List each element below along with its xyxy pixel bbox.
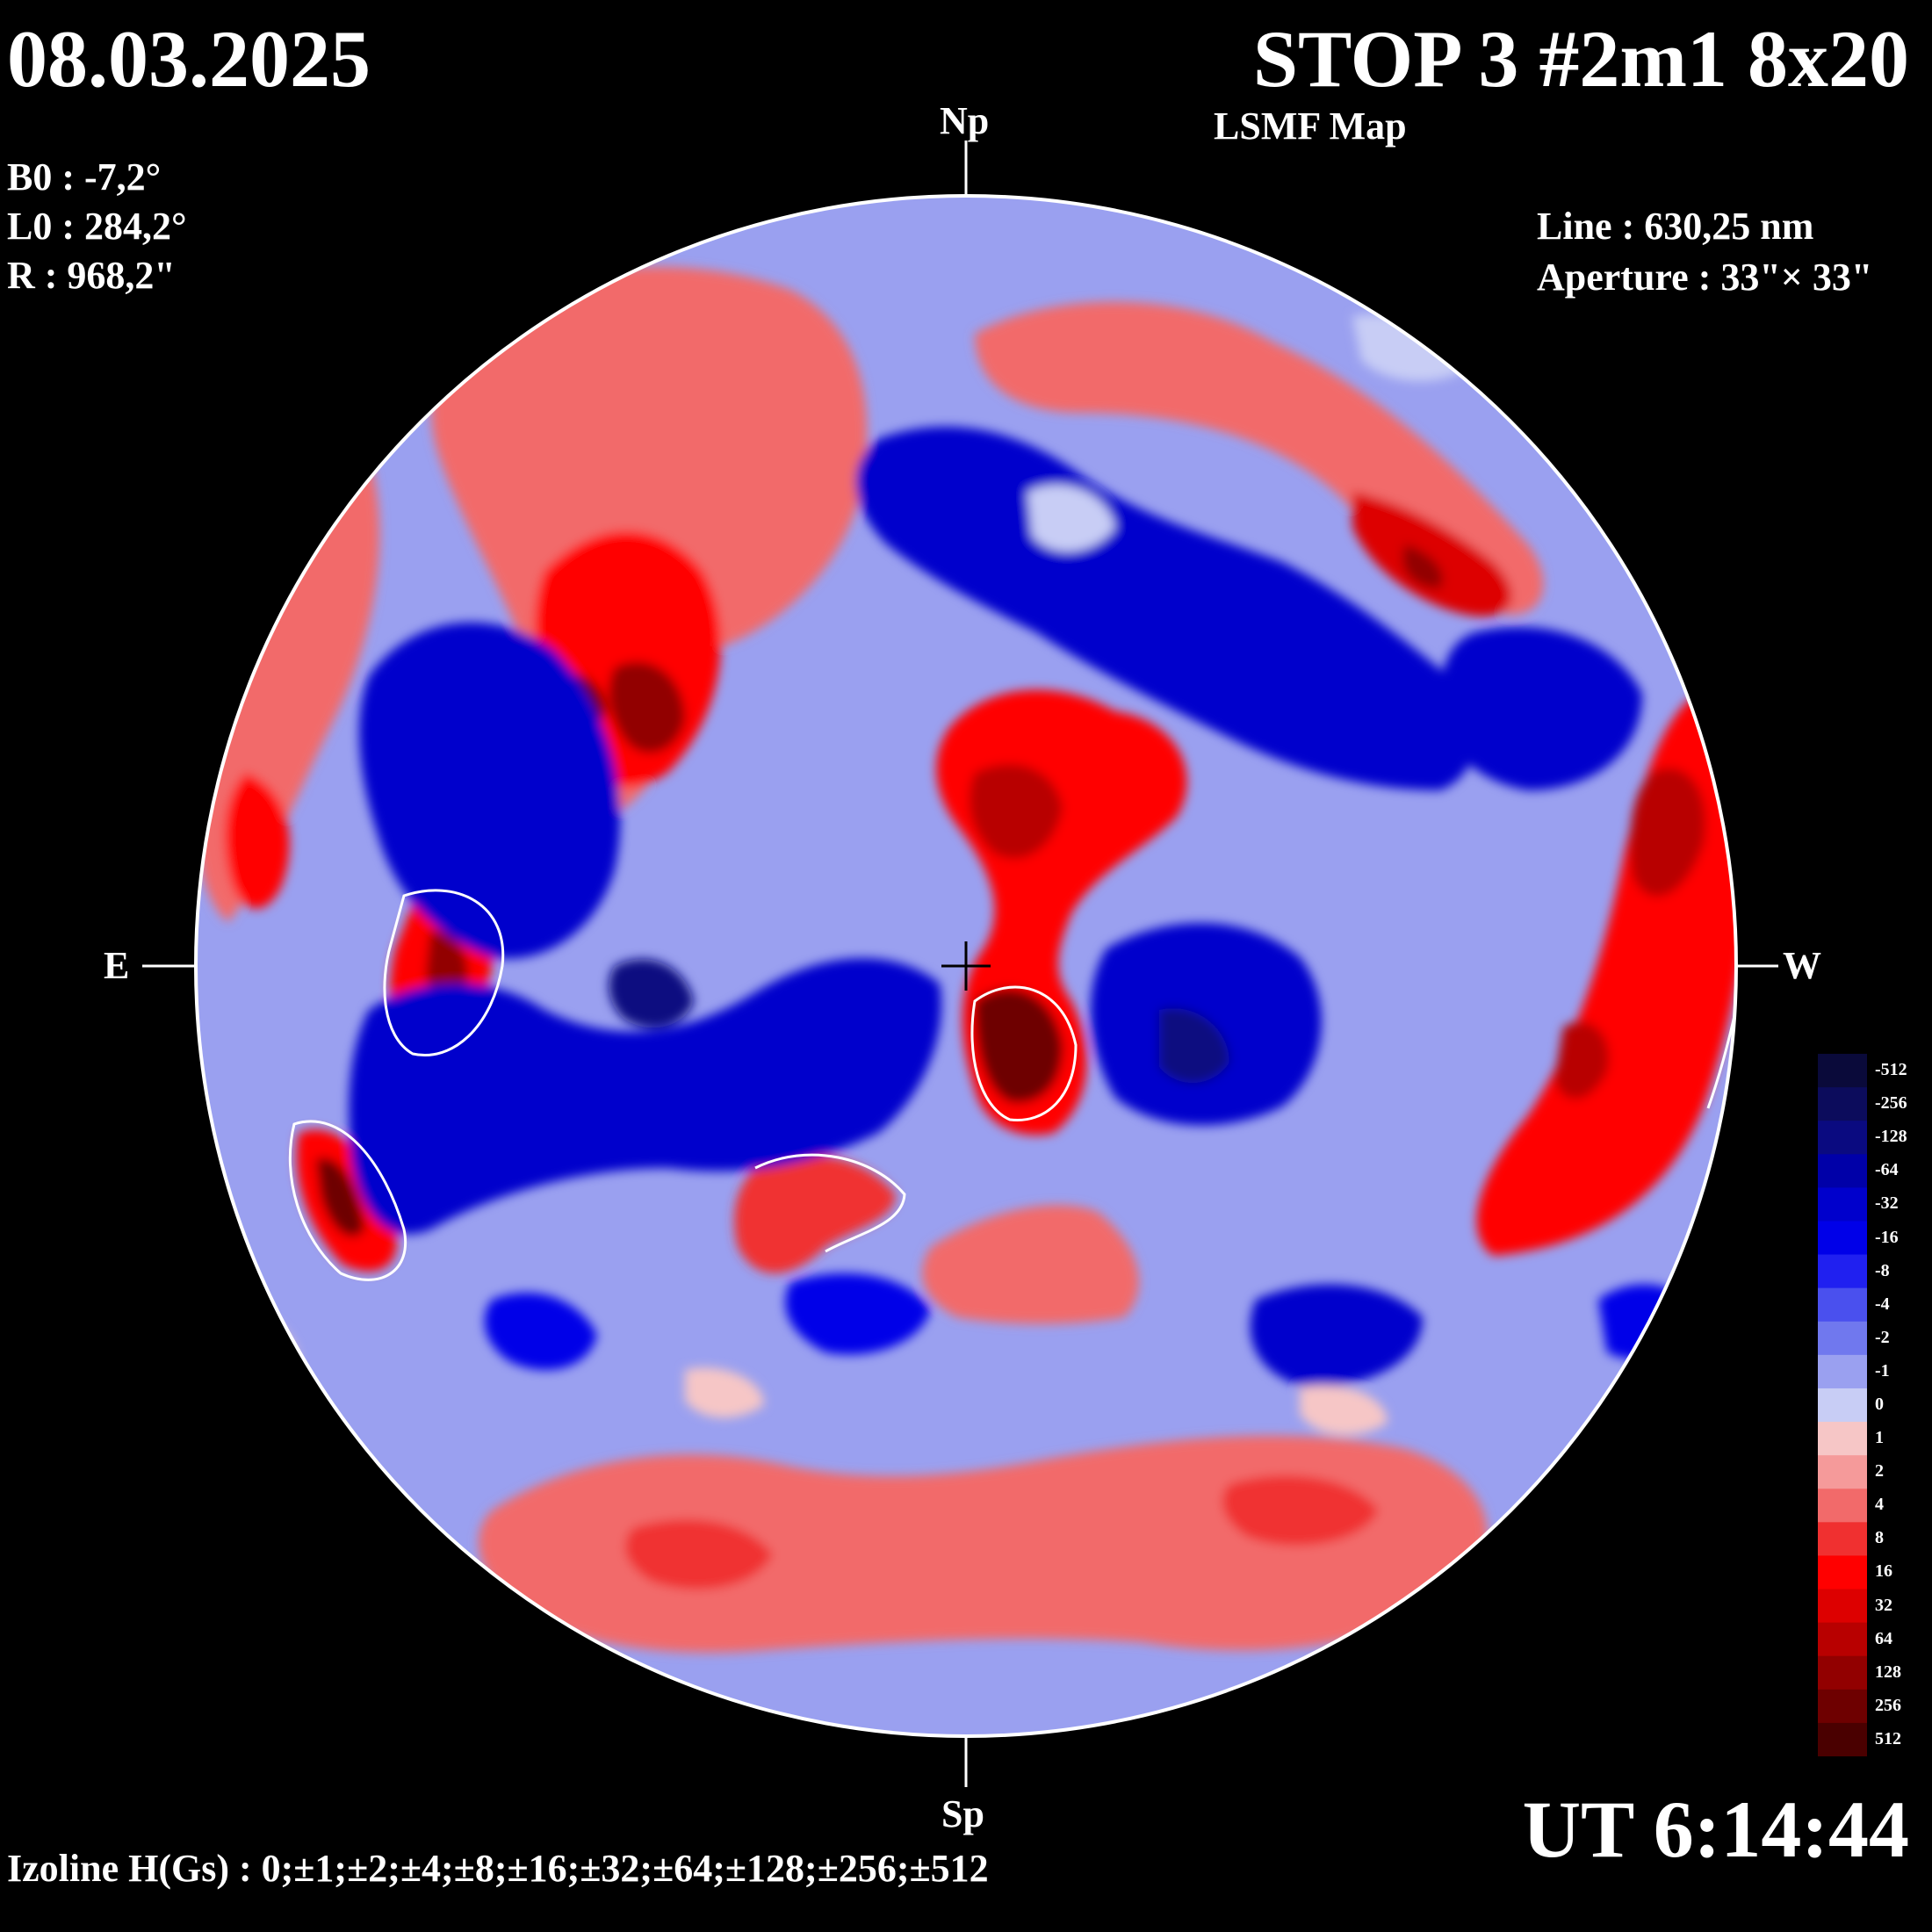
legend-swatch xyxy=(1818,1388,1867,1423)
legend-label: 128 xyxy=(1875,1662,1901,1682)
legend-swatch xyxy=(1818,1254,1867,1289)
spectral-line-info: Line : 630,25 nm xyxy=(1537,205,1814,248)
legend-swatch xyxy=(1818,1087,1867,1121)
legend-label: 2 xyxy=(1875,1461,1884,1481)
legend-label: 32 xyxy=(1875,1595,1892,1615)
legend-label: 256 xyxy=(1875,1695,1901,1715)
legend-swatch xyxy=(1818,1589,1867,1624)
legend-label: -4 xyxy=(1875,1294,1890,1314)
legend-swatch xyxy=(1818,1455,1867,1489)
legend-swatch xyxy=(1818,1489,1867,1523)
b0-parameter: B0 : -7,2° xyxy=(7,155,162,198)
legend-label: 64 xyxy=(1875,1628,1892,1648)
legend-swatch xyxy=(1818,1221,1867,1256)
radius-parameter: R : 968,2" xyxy=(7,254,176,297)
legend-label: -256 xyxy=(1875,1093,1907,1114)
legend-swatch xyxy=(1818,1121,1867,1155)
l0-parameter: L0 : 284,2° xyxy=(7,205,187,248)
south-pole-label: Sp xyxy=(941,1792,984,1835)
legend-label: 512 xyxy=(1875,1728,1901,1748)
legend-label: -32 xyxy=(1875,1193,1899,1214)
legend-label: 4 xyxy=(1875,1495,1884,1515)
north-pole-label: Np xyxy=(940,99,990,142)
color-scale-legend xyxy=(1818,1054,1867,1756)
legend-label: 8 xyxy=(1875,1528,1884,1548)
legend-label: 16 xyxy=(1875,1561,1892,1582)
legend-label: -2 xyxy=(1875,1327,1890,1347)
legend-swatch xyxy=(1818,1555,1867,1590)
legend-swatch xyxy=(1818,1622,1867,1657)
map-subtitle: LSMF Map xyxy=(1214,105,1407,148)
legend-swatch xyxy=(1818,1354,1867,1389)
legend-swatch xyxy=(1818,1187,1867,1222)
izoline-levels: Izoline H(Gs) : 0;±1;±2;±4;±8;±16;±32;±6… xyxy=(7,1847,989,1890)
legend-swatch xyxy=(1818,1154,1867,1188)
legend-label: -8 xyxy=(1875,1260,1890,1280)
east-label: E xyxy=(104,944,130,987)
legend-label: 1 xyxy=(1875,1428,1884,1448)
aperture-info: Aperture : 33"× 33" xyxy=(1537,256,1873,299)
legend-swatch xyxy=(1818,1321,1867,1356)
legend-label: -64 xyxy=(1875,1160,1899,1180)
legend-label: 0 xyxy=(1875,1395,1884,1414)
universal-time: UT 6:14:44 xyxy=(1522,1784,1909,1874)
legend-swatch xyxy=(1818,1722,1867,1756)
map-title: STOP 3 #2m1 8x20 xyxy=(1252,14,1909,104)
legend-swatch xyxy=(1818,1689,1867,1724)
legend-label: -512 xyxy=(1875,1060,1907,1080)
legend-swatch xyxy=(1818,1422,1867,1456)
legend-swatch xyxy=(1818,1655,1867,1690)
observation-date: 08.03.2025 xyxy=(7,14,371,104)
legend-label: -1 xyxy=(1875,1360,1890,1381)
legend-swatch xyxy=(1818,1287,1867,1323)
legend-swatch xyxy=(1818,1522,1867,1556)
legend-label: -16 xyxy=(1875,1227,1899,1247)
legend-swatch xyxy=(1818,1054,1867,1088)
limb-outline xyxy=(194,194,1738,1738)
legend-label: -128 xyxy=(1875,1127,1907,1147)
west-label: W xyxy=(1783,944,1821,987)
